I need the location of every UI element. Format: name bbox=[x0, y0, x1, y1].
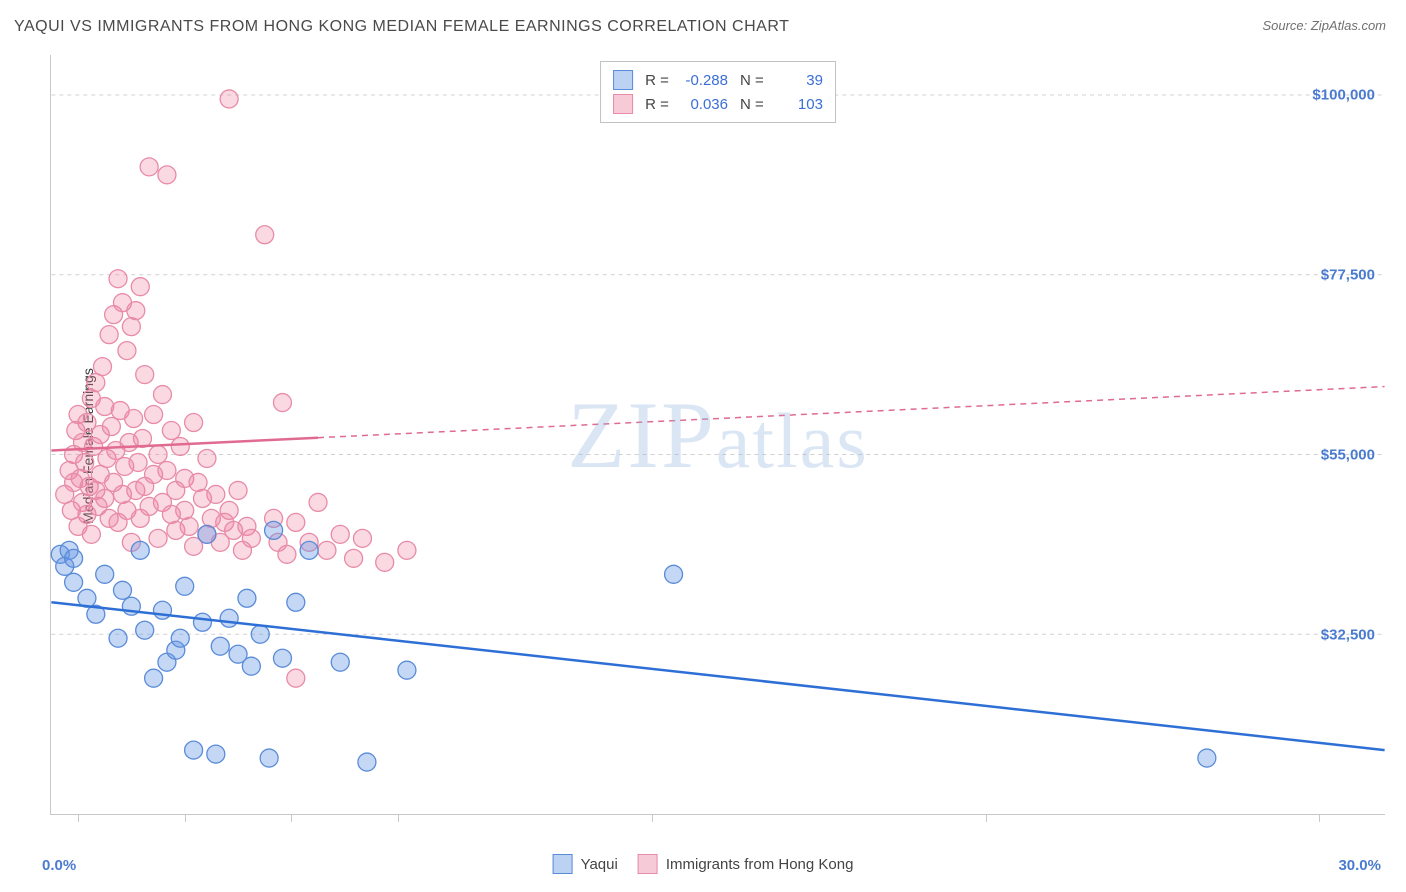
x-tick bbox=[291, 814, 292, 822]
y-tick-label: $77,500 bbox=[1321, 267, 1375, 284]
x-tick bbox=[398, 814, 399, 822]
series1-swatch bbox=[613, 70, 633, 90]
legend-item-1: Yaqui bbox=[553, 854, 618, 874]
x-tick bbox=[986, 814, 987, 822]
y-tick-label: $100,000 bbox=[1312, 87, 1375, 104]
legend-item-2: Immigrants from Hong Kong bbox=[638, 854, 854, 874]
y-tick-label: $32,500 bbox=[1321, 627, 1375, 644]
plot-area: ZIPatlas R = -0.288 N = 39 R = 0.036 N =… bbox=[50, 55, 1385, 815]
x-tick bbox=[185, 814, 186, 822]
legend-label-1: Yaqui bbox=[581, 856, 618, 873]
x-tick bbox=[1319, 814, 1320, 822]
legend-swatch-2 bbox=[638, 854, 658, 874]
corr-legend-row-2: R = 0.036 N = 103 bbox=[613, 92, 823, 116]
y-tick-label: $55,000 bbox=[1321, 447, 1375, 464]
x-tick bbox=[78, 814, 79, 822]
chart-svg bbox=[51, 55, 1385, 814]
x-tick bbox=[652, 814, 653, 822]
series-legend: Yaqui Immigrants from Hong Kong bbox=[553, 854, 854, 874]
chart-container: YAQUI VS IMMIGRANTS FROM HONG KONG MEDIA… bbox=[0, 0, 1406, 892]
chart-title: YAQUI VS IMMIGRANTS FROM HONG KONG MEDIA… bbox=[14, 18, 789, 36]
correlation-legend: R = -0.288 N = 39 R = 0.036 N = 103 bbox=[600, 61, 836, 123]
legend-swatch-1 bbox=[553, 854, 573, 874]
series2-swatch bbox=[613, 94, 633, 114]
legend-label-2: Immigrants from Hong Kong bbox=[666, 856, 854, 873]
corr-legend-row-1: R = -0.288 N = 39 bbox=[613, 68, 823, 92]
x-axis-start-label: 0.0% bbox=[42, 857, 76, 874]
x-axis-end-label: 30.0% bbox=[1338, 857, 1381, 874]
source-attribution: Source: ZipAtlas.com bbox=[1262, 18, 1386, 33]
